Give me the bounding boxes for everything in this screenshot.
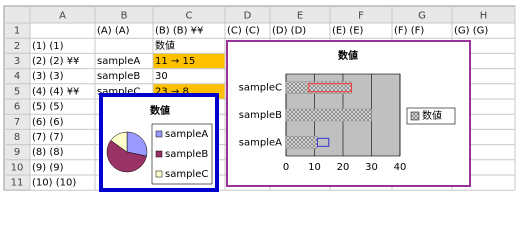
cell-text[interactable]: 11 → 15 [155, 56, 195, 67]
row-header[interactable]: 11 [11, 178, 24, 189]
row-header[interactable]: 8 [14, 132, 20, 143]
column-header[interactable]: A [59, 11, 66, 22]
cell-text[interactable]: (3) (3) [32, 71, 64, 82]
column-header[interactable]: E [297, 11, 303, 22]
bar [285, 136, 318, 149]
cell-text[interactable]: (A) (A) [97, 26, 130, 37]
cell-text[interactable]: sampleA [97, 56, 140, 67]
cell-text[interactable]: (9) (9) [32, 162, 64, 173]
legend-swatch [155, 170, 163, 178]
highlighted-cell [153, 53, 225, 69]
legend-label: sampleA [165, 129, 208, 140]
row-header[interactable]: 10 [11, 162, 24, 173]
row-header-bar [3, 22, 31, 191]
x-tick-label: 30 [365, 162, 378, 173]
spreadsheet-window: A B C D E F G H 1 2 3 4 5 6 7 8 9 10 11 (A) (A) (B) (B) ¥¥ (C… [3, 5, 516, 192]
cell-text[interactable]: (2) (2) ¥¥ [32, 56, 79, 67]
cell-text[interactable]: (5) (5) [32, 102, 64, 113]
pie-slice [110, 131, 128, 153]
x-tick-label: 40 [394, 162, 407, 173]
cell-text[interactable]: (C) (C) [227, 26, 260, 37]
column-header[interactable]: B [121, 11, 128, 22]
cell-text[interactable]: (E) (E) [332, 26, 364, 37]
changed-value-box [316, 137, 330, 147]
pie-slice [106, 139, 147, 173]
pie-slice [126, 131, 148, 157]
cell-text[interactable]: 30 [155, 71, 168, 82]
x-tick-label: 20 [337, 162, 350, 173]
cell-text[interactable]: (4) (4) ¥¥ [32, 86, 79, 97]
column-header[interactable]: G [418, 11, 426, 22]
cell-text[interactable]: (B) (B) ¥¥ [155, 26, 203, 37]
row-header[interactable]: 9 [14, 147, 20, 158]
y-tick-label: sampleB [239, 110, 282, 121]
legend-swatch [410, 111, 420, 121]
cell-text[interactable]: (8) (8) [32, 147, 64, 158]
bar-title: 数値 [338, 49, 358, 62]
y-tick-label: sampleA [239, 137, 282, 148]
changed-value-box [308, 83, 353, 93]
column-header-bar [3, 5, 516, 24]
cell-text[interactable]: (7) (7) [32, 132, 64, 143]
cell-text[interactable]: (F) (F) [394, 26, 424, 37]
x-tick-label: 0 [283, 162, 289, 173]
column-header[interactable]: C [186, 11, 193, 22]
cell-text[interactable]: sampleB [97, 71, 140, 82]
bar [285, 108, 372, 122]
legend-label: sampleC [165, 169, 208, 180]
cell-text[interactable]: (6) (6) [32, 117, 64, 128]
row-header[interactable]: 4 [14, 71, 20, 82]
x-tick-label: 10 [308, 162, 321, 173]
row-header[interactable]: 7 [14, 117, 20, 128]
cell-text[interactable]: (1) (1) [32, 41, 64, 52]
row-header[interactable]: 3 [14, 56, 20, 67]
row-header[interactable]: 5 [14, 86, 20, 97]
y-tick-label: sampleC [239, 83, 282, 94]
row-header[interactable]: 1 [14, 26, 20, 37]
cell-text[interactable]: (10) (10) [32, 178, 76, 189]
cell-text[interactable]: sampleC [97, 86, 140, 97]
column-header[interactable]: H [480, 11, 488, 22]
row-header[interactable]: 6 [14, 102, 20, 113]
cell-text[interactable]: (G) (G) [454, 26, 488, 37]
column-header[interactable]: F [358, 11, 364, 22]
legend-label: 数値 [422, 109, 442, 122]
legend-swatch [155, 130, 163, 138]
column-header[interactable]: D [244, 11, 252, 22]
cell-text[interactable]: 数値 [155, 39, 175, 52]
cell-text[interactable]: 23 → 8 [155, 86, 189, 97]
row-header[interactable]: 2 [14, 41, 20, 52]
pie-title: 数値 [150, 104, 170, 117]
legend-label: sampleB [165, 149, 208, 160]
cell-text[interactable]: (D) (D) [272, 26, 306, 37]
legend-swatch [155, 150, 163, 158]
